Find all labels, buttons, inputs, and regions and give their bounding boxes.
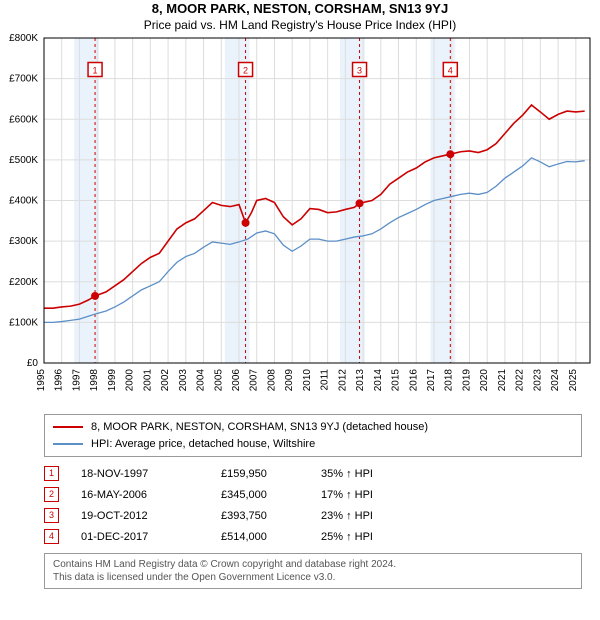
legend-box: 8, MOOR PARK, NESTON, CORSHAM, SN13 9YJ …: [44, 414, 582, 457]
svg-text:2008: 2008: [266, 369, 277, 392]
event-row: 2 16-MAY-2006£345,00017% ↑ HPI: [44, 484, 582, 505]
svg-text:2010: 2010: [302, 369, 313, 392]
event-row: 3 19-OCT-2012£393,75023% ↑ HPI: [44, 505, 582, 526]
svg-text:2007: 2007: [249, 369, 260, 392]
legend-swatch: [53, 426, 83, 428]
svg-text:2025: 2025: [568, 369, 579, 392]
event-pct: 17% ↑ HPI: [321, 489, 373, 501]
svg-text:2011: 2011: [320, 369, 331, 391]
footer-line-2: This data is licensed under the Open Gov…: [53, 571, 573, 584]
svg-text:£600K: £600K: [9, 114, 38, 125]
svg-text:2012: 2012: [337, 369, 348, 392]
event-price: £514,000: [221, 531, 321, 543]
event-date: 19-OCT-2012: [81, 510, 221, 522]
svg-text:1997: 1997: [71, 369, 82, 392]
svg-text:1998: 1998: [89, 369, 100, 392]
legend-item: HPI: Average price, detached house, Wilt…: [53, 436, 573, 453]
svg-text:2021: 2021: [497, 369, 508, 392]
chart-plot-area: £0£100K£200K£300K£400K£500K£600K£700K£80…: [44, 38, 590, 406]
svg-text:£500K: £500K: [9, 155, 38, 166]
event-marker: 1: [44, 466, 59, 481]
svg-text:2005: 2005: [213, 369, 224, 392]
svg-text:1: 1: [93, 66, 98, 76]
svg-text:2023: 2023: [532, 369, 543, 392]
svg-text:2002: 2002: [160, 369, 171, 392]
svg-text:£800K: £800K: [9, 33, 38, 44]
svg-text:2009: 2009: [284, 369, 295, 392]
legend-label: HPI: Average price, detached house, Wilt…: [91, 436, 315, 453]
event-marker: 2: [44, 487, 59, 502]
chart-subtitle: Price paid vs. HM Land Registry's House …: [0, 18, 600, 32]
event-date: 18-NOV-1997: [81, 468, 221, 480]
svg-text:2001: 2001: [142, 369, 153, 392]
legend-swatch: [53, 443, 83, 445]
footer-line-1: Contains HM Land Registry data © Crown c…: [53, 558, 573, 571]
svg-text:2024: 2024: [550, 369, 561, 392]
svg-text:2017: 2017: [426, 369, 437, 392]
event-price: £345,000: [221, 489, 321, 501]
svg-text:2022: 2022: [515, 369, 526, 392]
svg-text:£200K: £200K: [9, 277, 38, 288]
event-pct: 25% ↑ HPI: [321, 531, 373, 543]
svg-text:£100K: £100K: [9, 318, 38, 329]
svg-text:2004: 2004: [196, 369, 207, 392]
svg-text:3: 3: [357, 66, 362, 76]
svg-text:£0: £0: [27, 358, 39, 369]
event-table: 1 18-NOV-1997£159,95035% ↑ HPI 2 16-MAY-200…: [44, 463, 582, 547]
legend-item: 8, MOOR PARK, NESTON, CORSHAM, SN13 9YJ …: [53, 419, 573, 436]
svg-text:1995: 1995: [36, 369, 47, 392]
svg-text:2015: 2015: [391, 369, 402, 392]
svg-text:2: 2: [243, 66, 248, 76]
svg-text:1999: 1999: [107, 369, 118, 392]
event-date: 16-MAY-2006: [81, 489, 221, 501]
event-row: 4 01-DEC-2017£514,00025% ↑ HPI: [44, 526, 582, 547]
legend-label: 8, MOOR PARK, NESTON, CORSHAM, SN13 9YJ …: [91, 419, 428, 436]
svg-text:1996: 1996: [54, 369, 65, 392]
event-date: 01-DEC-2017: [81, 531, 221, 543]
svg-text:£700K: £700K: [9, 74, 38, 85]
svg-text:2006: 2006: [231, 369, 242, 392]
svg-text:2000: 2000: [125, 369, 136, 392]
event-price: £159,950: [221, 468, 321, 480]
svg-text:4: 4: [448, 66, 453, 76]
svg-text:2019: 2019: [461, 369, 472, 392]
event-marker: 4: [44, 529, 59, 544]
svg-text:2020: 2020: [479, 369, 490, 392]
svg-text:2018: 2018: [444, 369, 455, 392]
svg-text:£400K: £400K: [9, 196, 38, 207]
svg-text:2013: 2013: [355, 369, 366, 392]
event-marker: 3: [44, 508, 59, 523]
event-row: 1 18-NOV-1997£159,95035% ↑ HPI: [44, 463, 582, 484]
event-price: £393,750: [221, 510, 321, 522]
footer-note: Contains HM Land Registry data © Crown c…: [44, 553, 582, 589]
event-pct: 23% ↑ HPI: [321, 510, 373, 522]
svg-text:£300K: £300K: [9, 236, 38, 247]
svg-text:2003: 2003: [178, 369, 189, 392]
svg-text:2014: 2014: [373, 369, 384, 392]
event-pct: 35% ↑ HPI: [321, 468, 373, 480]
chart-title: 8, MOOR PARK, NESTON, CORSHAM, SN13 9YJ: [0, 0, 600, 18]
price-chart: £0£100K£200K£300K£400K£500K£600K£700K£80…: [44, 38, 590, 401]
svg-text:2016: 2016: [408, 369, 419, 392]
